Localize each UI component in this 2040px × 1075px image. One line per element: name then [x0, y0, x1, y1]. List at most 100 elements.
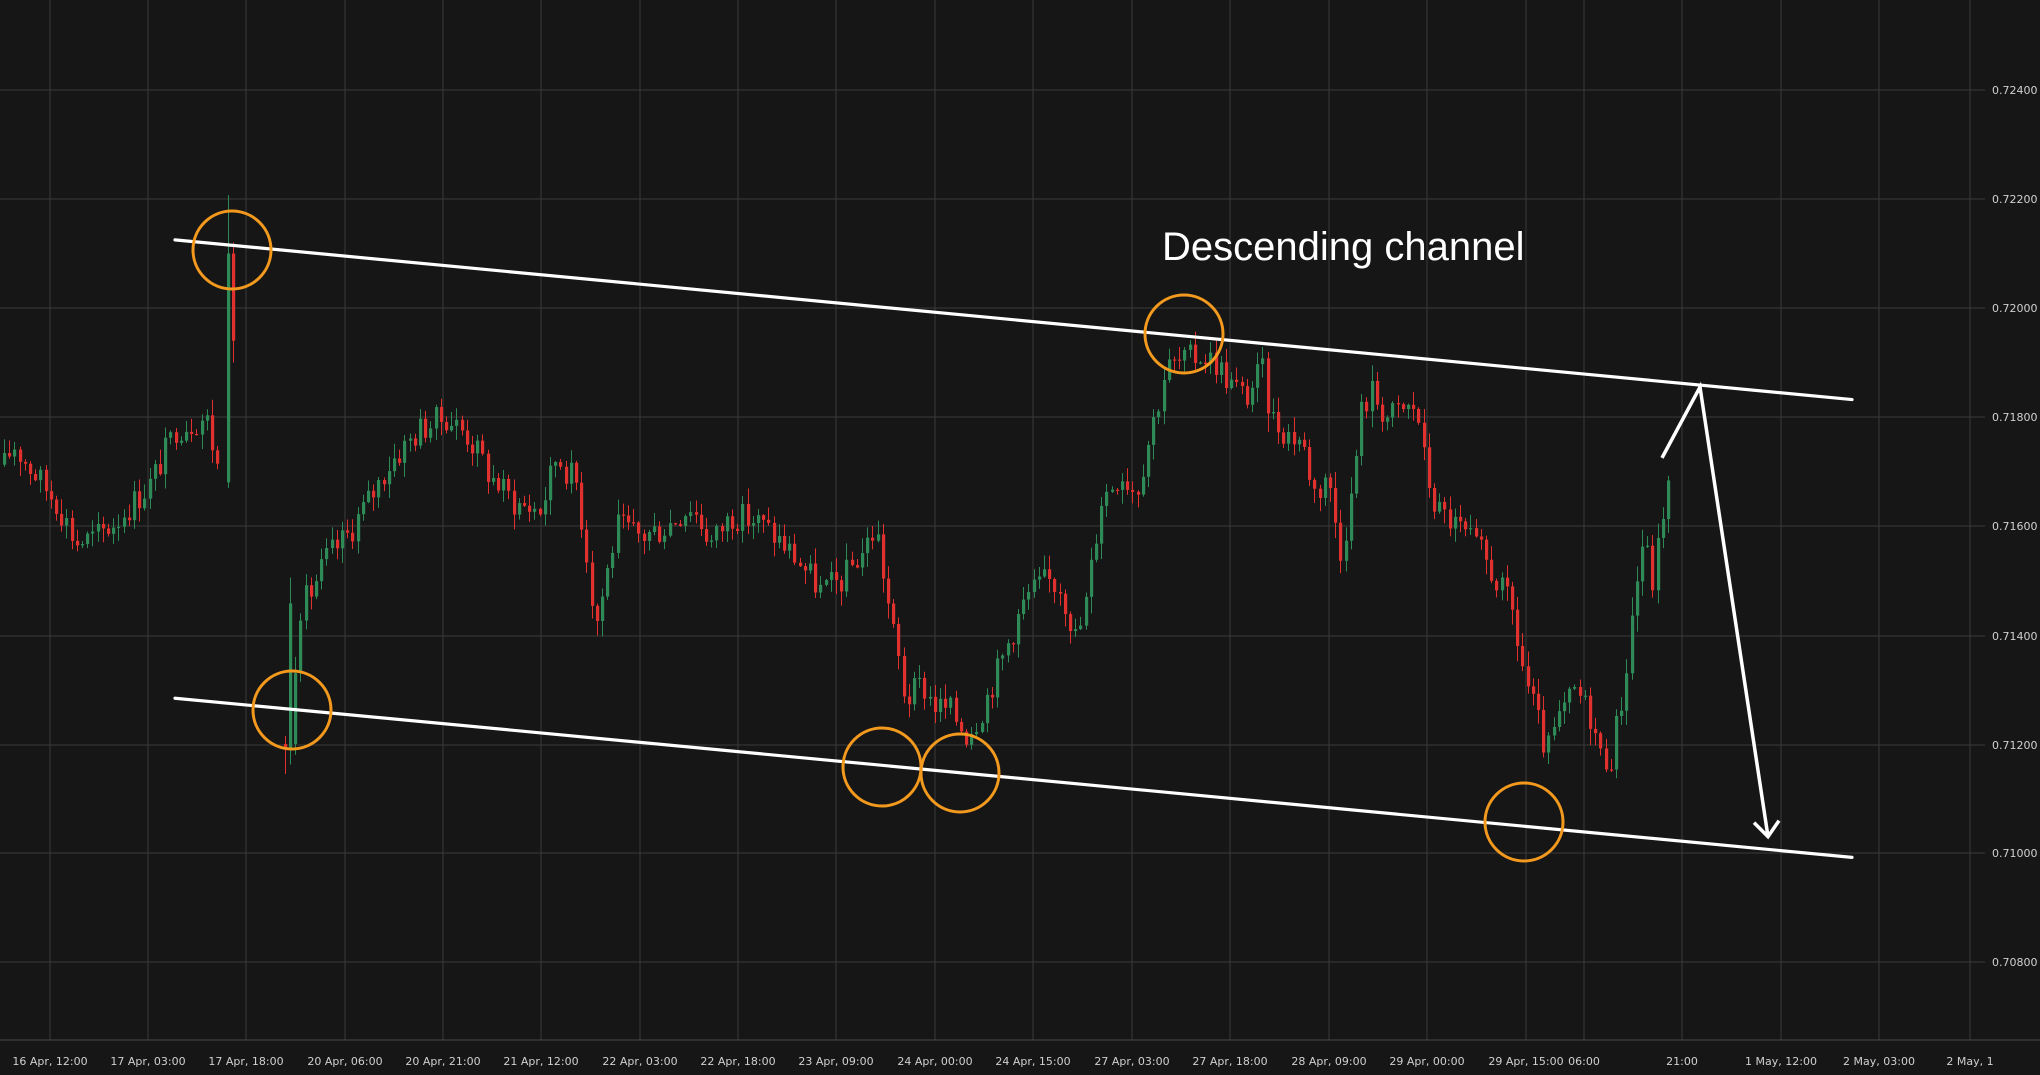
- candle-body: [346, 530, 350, 533]
- candle-body: [1537, 693, 1541, 710]
- x-tick-label: 2 May, 03:00: [1843, 1055, 1915, 1068]
- touch-point-marker: [1143, 293, 1225, 375]
- candle-body: [24, 461, 28, 464]
- candle-body: [689, 512, 693, 517]
- candle-body: [1329, 477, 1333, 489]
- candle-body: [939, 698, 943, 713]
- candle-body: [1667, 480, 1671, 520]
- candle-body: [773, 522, 777, 543]
- touch-point-marker: [1483, 781, 1565, 863]
- candle-body: [414, 438, 418, 446]
- candle-body: [882, 534, 886, 579]
- candle-body: [1584, 695, 1588, 697]
- candle-body: [1350, 493, 1354, 541]
- candle-body: [45, 469, 49, 492]
- candle-body: [461, 419, 465, 431]
- candle-body: [1137, 491, 1141, 495]
- candle-body: [783, 535, 787, 551]
- candle-body: [700, 514, 704, 530]
- candle-body: [897, 623, 901, 656]
- candle-body: [518, 503, 522, 515]
- candle-body: [1407, 404, 1411, 410]
- candle-body: [325, 548, 329, 560]
- candle-body: [627, 515, 631, 523]
- candle-body: [1381, 404, 1385, 422]
- candle-body: [554, 462, 558, 466]
- candle-body: [1605, 748, 1609, 770]
- candle-body: [658, 526, 662, 542]
- candle-body: [123, 517, 127, 527]
- candle-body: [1553, 726, 1557, 736]
- candle-body: [1012, 643, 1016, 645]
- candle-body: [840, 580, 844, 592]
- candle-body: [185, 431, 189, 441]
- candle-body: [695, 512, 699, 515]
- candle-body: [393, 458, 397, 472]
- candle-body: [1402, 404, 1406, 410]
- candle-body: [1209, 352, 1213, 365]
- candle-body: [1428, 447, 1432, 488]
- x-tick-label: 06:00: [1568, 1055, 1600, 1068]
- candle-body: [336, 539, 340, 549]
- candle-body: [1267, 358, 1271, 414]
- candle-body: [1287, 431, 1291, 444]
- candle-body: [1277, 411, 1281, 433]
- candle-body: [1433, 487, 1437, 512]
- candle-body: [767, 519, 771, 523]
- candle-body: [596, 605, 600, 621]
- candle-body: [663, 535, 667, 542]
- candle-body: [1085, 596, 1089, 626]
- candle-body: [310, 585, 314, 597]
- touch-point-marker: [191, 209, 273, 291]
- candle-body: [1183, 349, 1187, 361]
- candle-body: [227, 253, 231, 483]
- candle-body: [1532, 686, 1536, 694]
- candle-body: [65, 517, 69, 526]
- candle-body: [1599, 733, 1603, 749]
- candle-body: [1059, 591, 1063, 594]
- candle-body: [866, 537, 870, 554]
- candle-body: [377, 480, 381, 498]
- candle-body: [71, 517, 75, 541]
- candle-body: [1589, 695, 1593, 729]
- candle-body: [669, 523, 673, 536]
- candle-body: [1573, 686, 1577, 689]
- candle-body: [1579, 686, 1583, 696]
- candle-body: [372, 490, 376, 498]
- x-tick-label: 22 Apr, 18:00: [700, 1055, 775, 1068]
- candle-body: [1251, 387, 1255, 405]
- candle-body: [341, 530, 345, 549]
- candle-body: [497, 477, 501, 491]
- candle-body: [637, 522, 641, 534]
- candle-body: [1272, 411, 1276, 414]
- candle-body: [133, 491, 137, 521]
- candle-body: [877, 534, 881, 541]
- candle-body: [1147, 444, 1151, 477]
- candle-body: [1152, 417, 1156, 445]
- candle-body: [1511, 586, 1515, 610]
- candle-body: [923, 677, 927, 699]
- arrow-head: [1752, 819, 1781, 840]
- candle-body: [1324, 477, 1328, 498]
- candle-body: [944, 698, 948, 708]
- candle-body: [138, 491, 142, 509]
- candle-body: [1116, 489, 1120, 491]
- candle-body: [814, 563, 818, 593]
- x-tick-label: 21:00: [1666, 1055, 1698, 1068]
- candle-body: [487, 453, 491, 482]
- candle-body: [705, 529, 709, 542]
- candle-body: [986, 694, 990, 724]
- candle-body: [539, 508, 543, 515]
- candle-body: [34, 473, 38, 481]
- candle-body: [1334, 488, 1338, 523]
- candle-body: [825, 579, 829, 585]
- candle-body: [835, 572, 839, 581]
- y-tick-label: 0.71000: [1992, 847, 2038, 860]
- candle-body: [1038, 576, 1042, 580]
- candle-body: [1417, 408, 1421, 423]
- candle-body: [383, 480, 387, 485]
- candle-body: [1043, 569, 1047, 577]
- candle-body: [320, 559, 324, 582]
- candle-body: [1454, 516, 1458, 529]
